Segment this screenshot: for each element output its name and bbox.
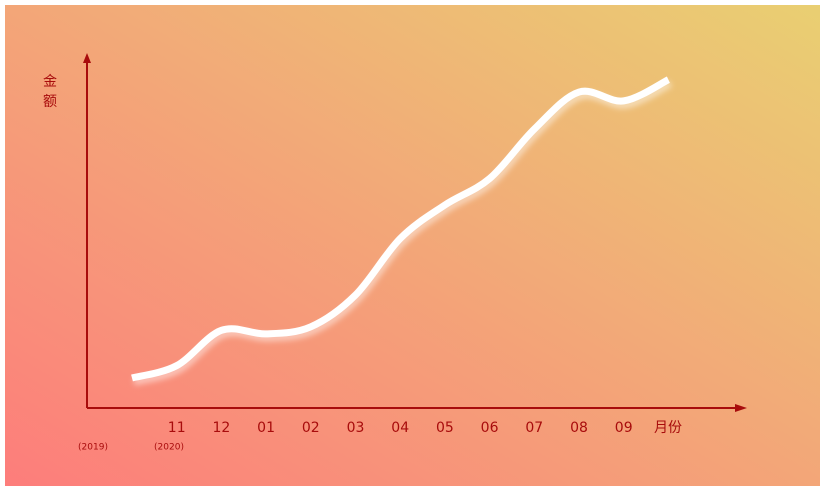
x-tick-label: 11 xyxy=(168,420,186,436)
x-tick-label: 05 xyxy=(436,420,454,436)
x-tick-label: 12 xyxy=(212,420,230,436)
y-axis-label-char: 额 xyxy=(43,94,57,110)
x-axis-arrow xyxy=(735,404,747,412)
x-axis-label: 月份 xyxy=(654,420,682,436)
background xyxy=(5,5,820,486)
x-tick-label: 02 xyxy=(302,420,320,436)
x-tick-label: 08 xyxy=(570,420,588,436)
x-tick-label: 03 xyxy=(347,420,365,436)
x-tick-label: 01 xyxy=(257,420,275,436)
x-tick-label: 04 xyxy=(391,420,409,436)
x-tick-label: 07 xyxy=(525,420,543,436)
x-tick-label: 06 xyxy=(481,420,499,436)
annotation: (2019) xyxy=(78,443,108,453)
y-axis-label: 金额 xyxy=(43,74,57,110)
x-tick-label: 09 xyxy=(615,420,633,436)
y-axis-label-char: 金 xyxy=(43,74,57,90)
y-axis-arrow xyxy=(83,53,91,63)
line xyxy=(131,76,671,382)
annotation: (2020) xyxy=(154,443,184,453)
